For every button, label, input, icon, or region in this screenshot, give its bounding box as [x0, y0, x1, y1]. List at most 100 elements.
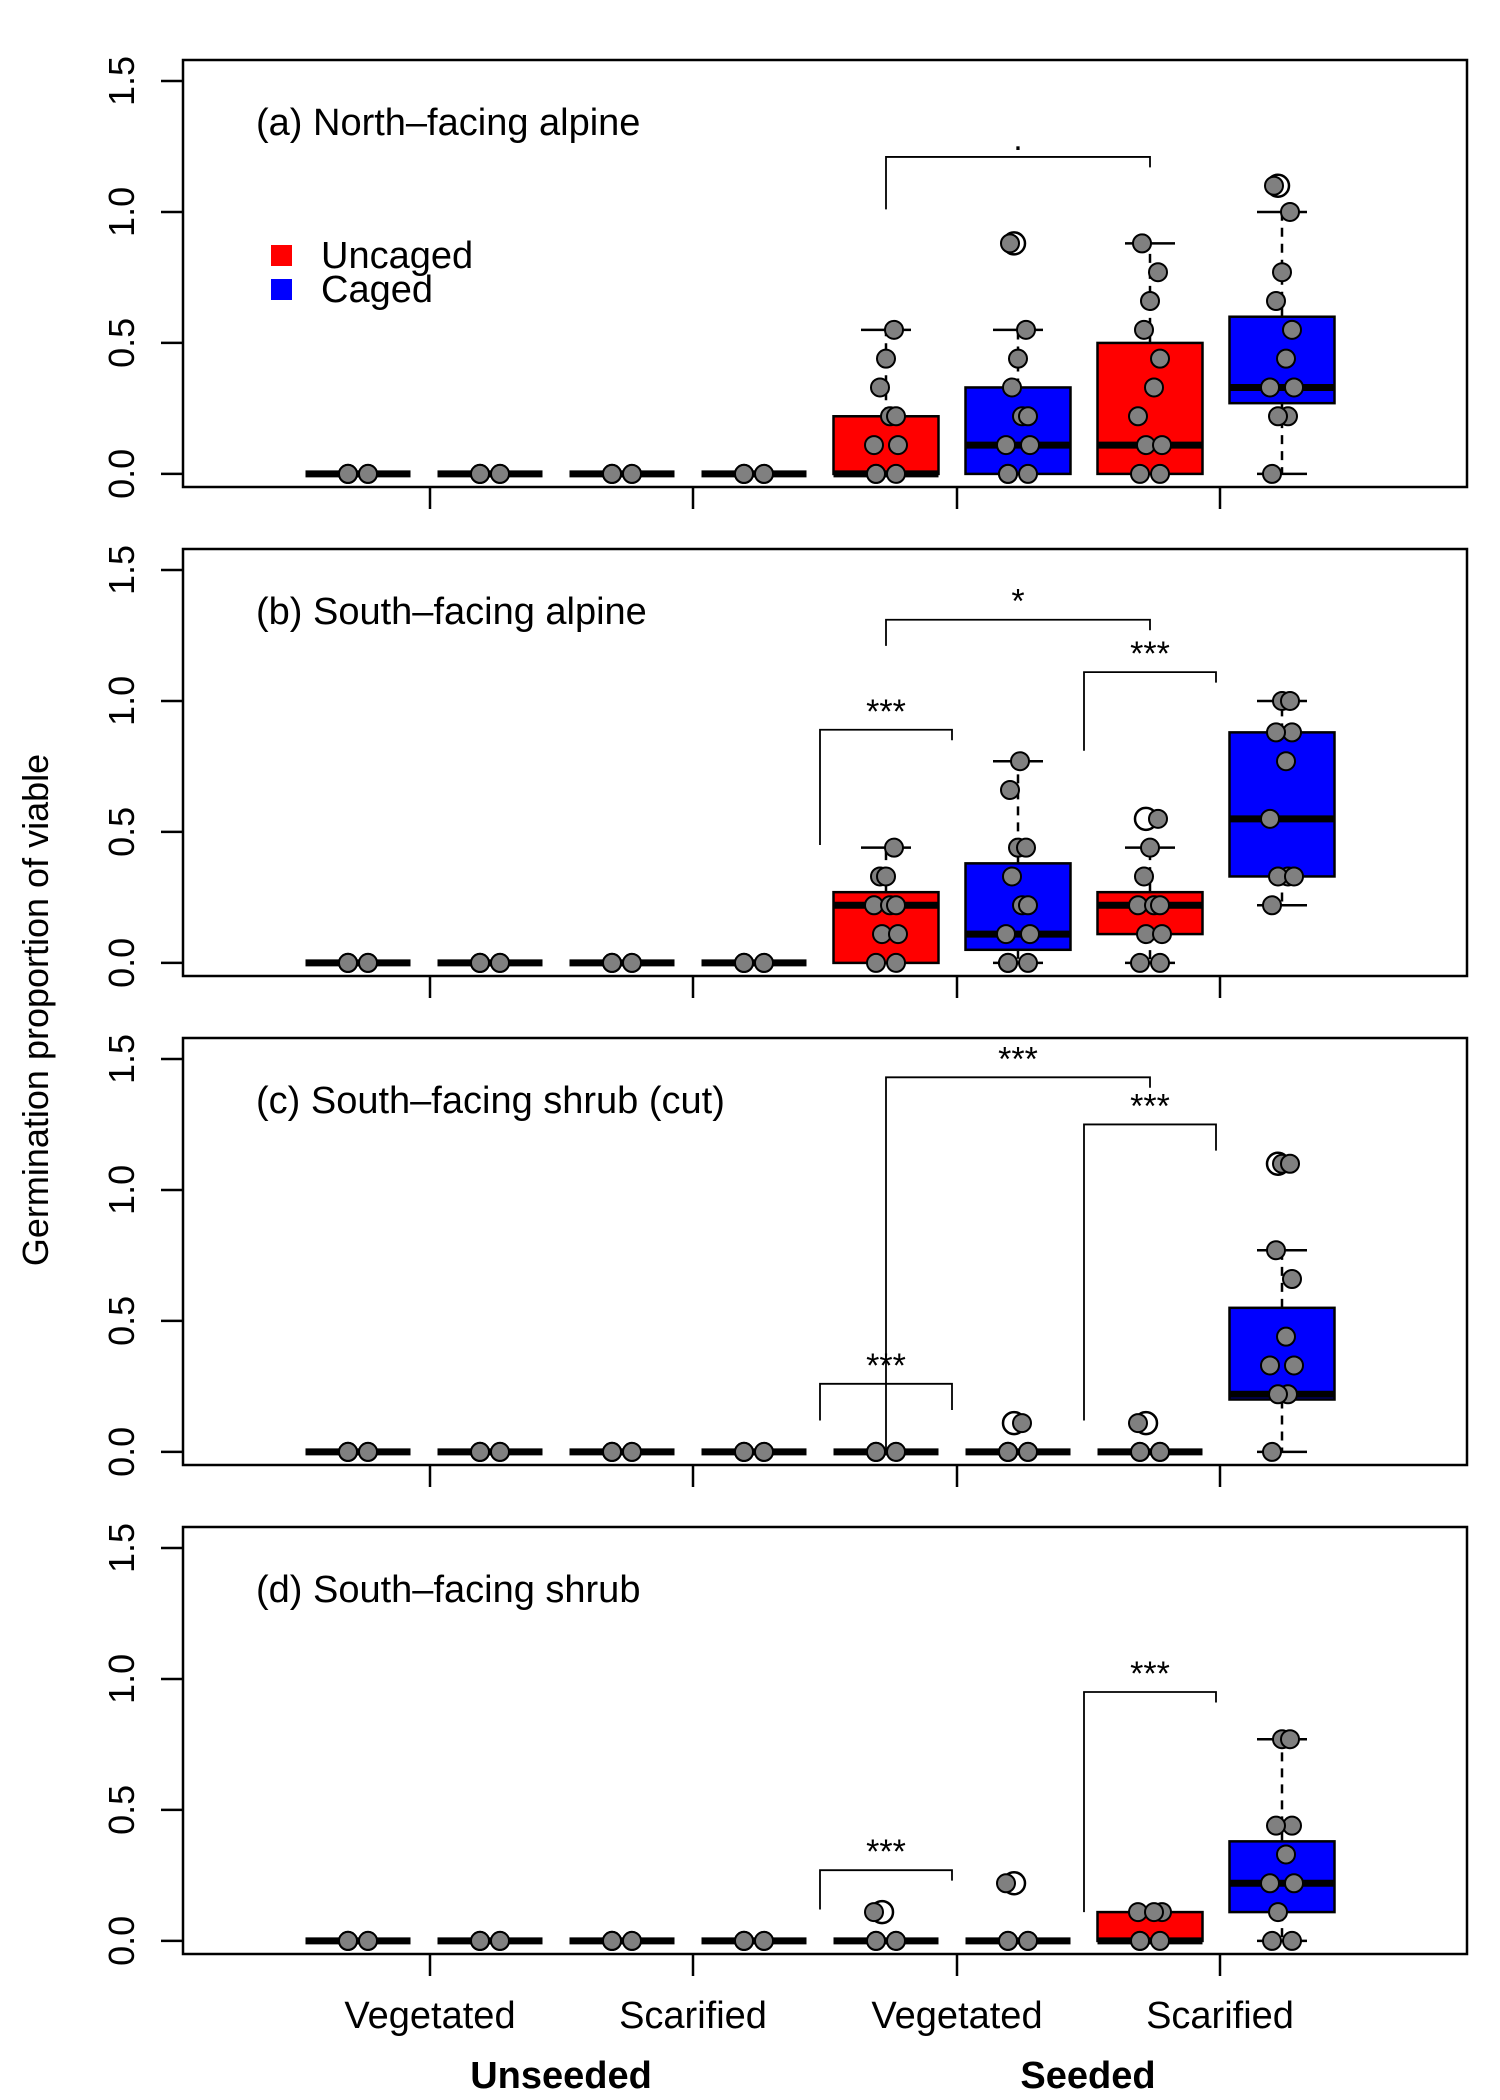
data-point	[490, 952, 510, 973]
data-point	[1272, 262, 1292, 283]
legend-label-uncaged: Uncaged	[321, 235, 473, 277]
x-tick-label-seeded-vegetated: Vegetated	[871, 1995, 1042, 2037]
y-tick-label: 0.0	[101, 1427, 142, 1477]
data-point	[1262, 1441, 1282, 1462]
significance-bracket: ***	[885, 1040, 1151, 1452]
data-point	[1284, 1355, 1304, 1376]
significance-label: ***	[1130, 1655, 1170, 1693]
data-point	[1260, 1355, 1280, 1376]
data-point	[470, 463, 490, 484]
data-point	[754, 463, 774, 484]
data-point	[622, 1441, 642, 1462]
data-point	[470, 1441, 490, 1462]
significance-label: ***	[1130, 1087, 1170, 1125]
bracket-line	[1083, 1123, 1217, 1421]
data-point	[1266, 722, 1286, 743]
data-point	[864, 1902, 884, 1923]
data-point	[622, 952, 642, 973]
data-point	[1284, 866, 1304, 887]
significance-bracket: ***	[1083, 1655, 1217, 1913]
data-point	[1282, 1269, 1302, 1290]
data-point	[358, 1441, 378, 1462]
y-tick-label: 1.0	[101, 1165, 142, 1215]
data-point	[1260, 377, 1280, 398]
data-point	[998, 1930, 1018, 1951]
data-point	[866, 1441, 886, 1462]
y-tick-label: 1.5	[101, 1034, 142, 1084]
data-point	[754, 1441, 774, 1462]
data-point	[1150, 895, 1170, 916]
box-5	[964, 328, 1072, 476]
data-point	[1130, 952, 1150, 973]
panel-0: 0.0 0.5 1.0 1.5 (a) North–facing alpine.	[101, 56, 1469, 509]
plot-frame	[181, 547, 1469, 978]
data-point	[1016, 837, 1036, 858]
data-point	[1134, 866, 1154, 887]
y-tick-label: 1.5	[101, 545, 142, 595]
significance-label: ***	[866, 1347, 906, 1385]
data-point	[1150, 1441, 1170, 1462]
significance-bracket: ***	[819, 693, 953, 846]
data-point	[998, 463, 1018, 484]
data-point	[470, 1930, 490, 1951]
bracket-line	[1083, 671, 1217, 751]
data-point	[470, 952, 490, 973]
data-point	[1266, 1240, 1286, 1261]
data-point	[1132, 233, 1152, 254]
plot-frame	[181, 1036, 1469, 1467]
data-point	[1150, 463, 1170, 484]
data-point	[338, 1441, 358, 1462]
significance-bracket: ***	[819, 1347, 953, 1421]
legend-label-caged: Caged	[321, 269, 433, 311]
data-point	[1264, 175, 1284, 196]
data-point	[1266, 291, 1286, 312]
y-tick-label: 0.0	[101, 938, 142, 988]
significance-label: ***	[1130, 635, 1170, 673]
data-point	[866, 1930, 886, 1951]
data-point	[734, 1441, 754, 1462]
data-point	[1128, 1413, 1148, 1434]
data-point	[1016, 319, 1036, 340]
data-point	[1018, 1930, 1038, 1951]
significance-label: *	[1011, 583, 1024, 621]
data-point	[1134, 319, 1154, 340]
x-tick-label-seeded-scarified: Scarified	[1146, 1995, 1294, 2037]
significance-label: ***	[866, 693, 906, 731]
y-tick-label: 1.0	[101, 187, 142, 237]
x-group-label-unseeded: Unseeded	[470, 2055, 652, 2097]
data-point	[1000, 233, 1020, 254]
data-point	[1018, 406, 1038, 427]
data-point	[602, 1930, 622, 1951]
data-point	[888, 924, 908, 945]
data-point	[1280, 1729, 1300, 1750]
bracket-line	[885, 156, 1151, 210]
data-point	[734, 1930, 754, 1951]
panel-label: (a) North–facing alpine	[256, 102, 640, 144]
data-point	[1268, 1384, 1288, 1405]
box-4	[832, 328, 940, 478]
data-point	[358, 952, 378, 973]
data-point	[602, 1441, 622, 1462]
data-point	[1266, 1815, 1286, 1836]
y-axis-label: Germination proportion of viable	[15, 754, 56, 1266]
data-point	[1010, 751, 1030, 772]
y-tick-label: 1.5	[101, 1523, 142, 1573]
y-tick-label: 0.0	[101, 1916, 142, 1966]
bracket-line	[885, 1076, 1151, 1452]
data-point	[1000, 780, 1020, 801]
data-point	[338, 952, 358, 973]
data-point	[996, 1873, 1016, 1894]
data-point	[1148, 262, 1168, 283]
x-tick-label-unseeded-vegetated: Vegetated	[344, 1995, 515, 2037]
significance-label: ***	[866, 1833, 906, 1871]
data-point	[1144, 377, 1164, 398]
y-tick-label: 1.0	[101, 1654, 142, 1704]
data-point	[1268, 406, 1288, 427]
legend-swatch-caged	[271, 279, 292, 300]
box-7	[1228, 1248, 1336, 1454]
data-point	[338, 1930, 358, 1951]
data-point	[1130, 1930, 1150, 1951]
data-point	[886, 952, 906, 973]
data-point	[490, 463, 510, 484]
data-point	[1150, 952, 1170, 973]
